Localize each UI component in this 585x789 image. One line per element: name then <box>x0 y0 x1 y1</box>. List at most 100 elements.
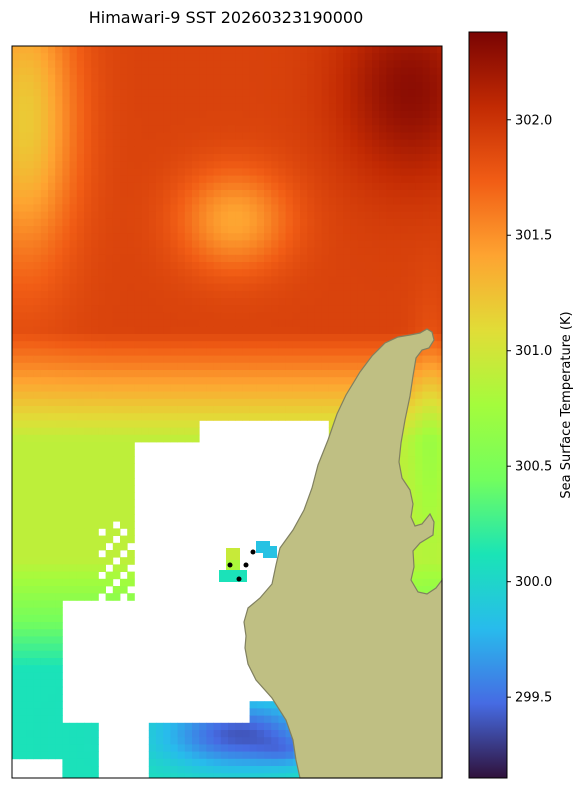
heatmap-cell <box>40 463 49 472</box>
heatmap-cell <box>120 233 128 241</box>
heatmap-cell <box>148 319 157 328</box>
heatmap-cell <box>134 298 142 306</box>
heatmap-cell <box>307 60 315 68</box>
heatmap-cell <box>436 89 442 97</box>
heatmap-cell <box>98 492 106 500</box>
heatmap-cell <box>429 434 438 443</box>
heatmap-cell <box>206 766 214 774</box>
heatmap-cell <box>120 110 128 119</box>
heatmap-cell <box>76 283 85 292</box>
heatmap-cell <box>422 89 430 97</box>
heatmap-cell <box>285 758 294 767</box>
heatmap-cell <box>84 535 92 544</box>
heatmap-cell <box>256 46 265 54</box>
heatmap-cell <box>62 463 70 472</box>
heatmap-cell <box>62 384 70 392</box>
heatmap-cell <box>134 427 142 436</box>
heatmap-cell <box>372 290 380 299</box>
heatmap-cell <box>40 650 49 659</box>
heatmap-cell <box>379 319 387 328</box>
heatmap-cell <box>156 218 164 227</box>
heatmap-cell <box>271 254 279 263</box>
heatmap-cell <box>393 67 402 76</box>
heatmap-cell <box>148 370 157 378</box>
heatmap-cell <box>220 276 229 284</box>
heatmap-cell <box>184 132 193 140</box>
heatmap-cell <box>343 204 351 212</box>
heatmap-cell <box>156 722 164 731</box>
heatmap-cell <box>199 226 207 234</box>
heatmap-cell <box>343 370 351 378</box>
heatmap-cell <box>307 211 315 220</box>
heatmap-cell <box>278 773 286 778</box>
heatmap-cell <box>76 139 85 148</box>
heatmap-cell <box>177 168 186 176</box>
heatmap-cell <box>436 146 442 155</box>
heatmap-cell <box>148 254 157 263</box>
heatmap-cell <box>422 298 430 306</box>
heatmap-cell <box>436 564 442 572</box>
heatmap-cell <box>48 542 56 551</box>
heatmap-cell <box>364 110 373 119</box>
heatmap-cell <box>429 413 438 421</box>
heatmap-cell <box>19 118 27 126</box>
heatmap-cell <box>69 118 78 126</box>
heatmap-cell <box>386 103 394 112</box>
heatmap-cell <box>292 197 301 205</box>
heatmap-cell <box>26 154 34 162</box>
heatmap-cell <box>436 276 442 284</box>
heatmap-cell <box>328 341 337 349</box>
heatmap-cell <box>62 269 70 277</box>
colorbar-gradient <box>469 32 507 778</box>
heatmap-cell <box>192 139 200 148</box>
heatmap-cell <box>84 211 92 220</box>
heatmap-cell <box>386 125 394 133</box>
heatmap-cell <box>48 290 56 299</box>
heatmap-cell <box>40 276 49 284</box>
heatmap-cell <box>256 377 265 385</box>
heatmap-cell <box>242 190 250 198</box>
heatmap-cell <box>84 766 92 774</box>
heatmap-cell <box>105 283 114 292</box>
heatmap-cell <box>76 218 85 227</box>
heatmap-cell <box>307 96 315 104</box>
heatmap-cell <box>429 449 438 457</box>
heatmap-cell <box>84 730 92 738</box>
heatmap-cell <box>429 485 438 493</box>
heatmap-cell <box>235 118 243 126</box>
heatmap-cell <box>120 269 128 277</box>
heatmap-cell <box>422 110 430 119</box>
heatmap-cell <box>350 276 358 284</box>
heatmap-cell <box>199 67 207 76</box>
heatmap-cell <box>40 283 49 292</box>
heatmap-cell <box>26 564 34 572</box>
heatmap-cell <box>98 564 106 572</box>
heatmap-cell <box>372 197 380 205</box>
heatmap-cell <box>55 290 63 299</box>
heatmap-cell <box>120 182 128 191</box>
heatmap-cell <box>170 312 178 320</box>
heatmap-cell <box>336 276 344 284</box>
heatmap-cell <box>422 240 430 248</box>
heatmap-cell <box>40 377 49 385</box>
heatmap-cell <box>62 204 70 212</box>
heatmap-cell <box>429 218 438 227</box>
heatmap-cell <box>364 283 373 292</box>
heatmap-cell <box>91 542 99 551</box>
heatmap-cell <box>98 118 106 126</box>
heatmap-cell <box>134 132 142 140</box>
heatmap-cell <box>264 730 272 738</box>
heatmap-cell <box>105 103 114 112</box>
heatmap-cell <box>307 46 315 54</box>
heatmap-cell <box>300 82 308 90</box>
heatmap-cell <box>170 247 178 256</box>
heatmap-cell <box>415 74 423 83</box>
heatmap-cell <box>429 420 438 428</box>
heatmap-cell <box>184 67 193 76</box>
colorbar-tick-label: 301.5 <box>515 229 552 244</box>
heatmap-cell <box>400 161 409 169</box>
heatmap-cell <box>256 154 265 162</box>
heatmap-cell <box>336 82 344 90</box>
heatmap-cell <box>415 384 423 392</box>
heatmap-cell <box>415 492 423 500</box>
